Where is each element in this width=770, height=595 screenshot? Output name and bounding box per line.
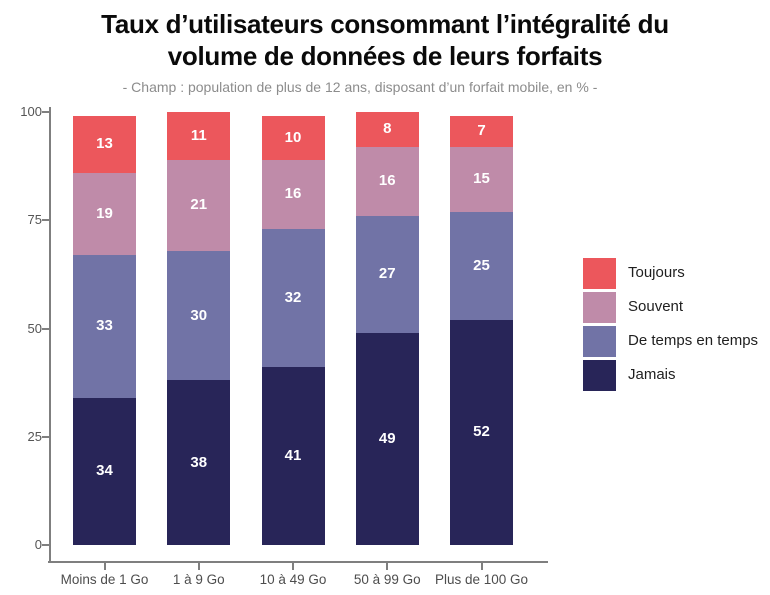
bar-segment <box>73 172 136 255</box>
chart-title: Taux d’utilisateurs consommant l’intégra… <box>0 8 770 72</box>
bar-segment <box>450 116 513 147</box>
y-tick-mark <box>42 327 49 330</box>
legend-label: De temps en temps <box>628 332 759 349</box>
bar-value-label: 38 <box>190 453 208 471</box>
legend-label: Souvent <box>628 298 684 315</box>
bar-segment <box>167 250 231 381</box>
chart-title-line1: Taux d’utilisateurs consommant l’intégra… <box>101 9 669 39</box>
y-tick-mark <box>42 219 49 222</box>
bar-segment <box>73 116 136 173</box>
legend-key <box>583 360 616 391</box>
bar-value-label: 33 <box>96 317 113 335</box>
bar-value-label: 30 <box>190 306 208 324</box>
x-tick-mark <box>292 563 294 570</box>
chart-title-line2: volume de données de leurs forfaits <box>167 41 603 71</box>
bar-segment <box>355 112 419 147</box>
y-axis-line <box>49 107 51 563</box>
x-tick-mark <box>386 563 389 570</box>
bar-value-label: 7 <box>477 122 486 140</box>
bar-value-label: 19 <box>96 204 113 222</box>
bar-value-label: 16 <box>378 172 396 190</box>
y-tick-label: 75 <box>27 212 42 228</box>
bar-value-label: 25 <box>473 256 490 274</box>
bar-value-label: 13 <box>96 135 113 153</box>
bar-segment <box>355 215 419 333</box>
x-tick-label: 50 à 99 Go <box>353 572 421 587</box>
y-tick-label: 50 <box>27 320 42 336</box>
x-tick-label: 10 à 49 Go <box>259 572 327 587</box>
bar-segment <box>450 319 513 545</box>
bar-value-label: 52 <box>473 423 490 441</box>
bar-segment <box>355 332 419 545</box>
legend-label: Jamais <box>628 366 676 383</box>
bar-segment <box>261 159 325 229</box>
legend-key <box>583 326 616 357</box>
bar-value-label: 21 <box>190 196 208 214</box>
x-tick-mark <box>480 563 483 570</box>
bar-value-label: 49 <box>378 429 396 447</box>
bar-segment <box>450 211 513 320</box>
y-tick-mark <box>42 435 49 438</box>
y-tick-label: 25 <box>27 428 42 444</box>
bar-value-label: 34 <box>96 462 113 480</box>
chart-subtitle: - Champ : population de plus de 12 ans, … <box>122 79 598 95</box>
legend-key <box>583 258 616 289</box>
x-tick-label: Plus de 100 Go <box>434 572 529 587</box>
x-tick-mark <box>103 563 106 570</box>
x-axis-line <box>48 561 548 563</box>
bar-value-label: 27 <box>378 265 396 283</box>
bar-value-label: 41 <box>284 447 302 465</box>
bar-segment <box>261 116 325 160</box>
bar-value-label: 32 <box>284 289 302 307</box>
bar-segment <box>73 397 136 545</box>
y-tick-mark <box>42 111 49 113</box>
bar-segment <box>355 146 419 216</box>
bar-value-label: 8 <box>383 120 392 138</box>
bar-segment <box>450 146 513 212</box>
bar-value-label: 15 <box>473 170 490 188</box>
x-tick-mark <box>197 563 200 570</box>
bar-segment <box>167 380 231 545</box>
x-tick-label: 1 à 9 Go <box>172 572 225 587</box>
y-tick-mark <box>42 544 49 546</box>
legend-label: Toujours <box>628 264 685 281</box>
bar-segment <box>261 228 325 368</box>
y-tick-label: 0 <box>34 537 42 552</box>
bar-value-label: 11 <box>190 126 207 144</box>
bar-value-label: 16 <box>284 185 302 203</box>
bar-segment <box>167 112 231 160</box>
bar-segment <box>261 367 325 545</box>
bar-segment <box>167 159 231 251</box>
bar-segment <box>73 254 136 398</box>
x-tick-label: Moins de 1 Go <box>60 572 149 587</box>
y-tick-label: 100 <box>20 104 42 119</box>
legend-key <box>583 292 616 323</box>
bar-value-label: 10 <box>284 128 302 146</box>
